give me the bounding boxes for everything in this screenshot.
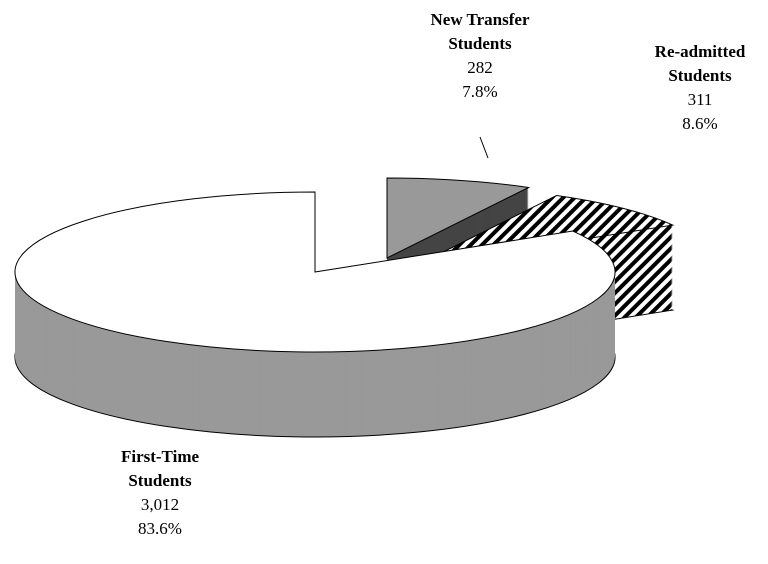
percent-label: 7.8% bbox=[462, 82, 498, 101]
leader-line bbox=[479, 136, 489, 159]
slice-label: First-Time Students 3,012 83.6% bbox=[90, 445, 230, 541]
slice-label: Re-admitted Students 311 8.6% bbox=[630, 40, 768, 136]
slice-top bbox=[14, 191, 616, 353]
category-label: New Transfer Students bbox=[430, 10, 530, 53]
percent-label: 83.6% bbox=[138, 519, 182, 538]
value-label: 3,012 bbox=[140, 495, 180, 514]
slice-top bbox=[386, 177, 531, 259]
value-label: 311 bbox=[687, 90, 713, 109]
value-label: 282 bbox=[467, 58, 493, 77]
slice-label: New Transfer Students 282 7.8% bbox=[410, 8, 550, 104]
percent-label: 8.6% bbox=[682, 114, 718, 133]
category-label: First-Time Students bbox=[120, 447, 200, 490]
category-label: Re-admitted Students bbox=[654, 42, 746, 85]
